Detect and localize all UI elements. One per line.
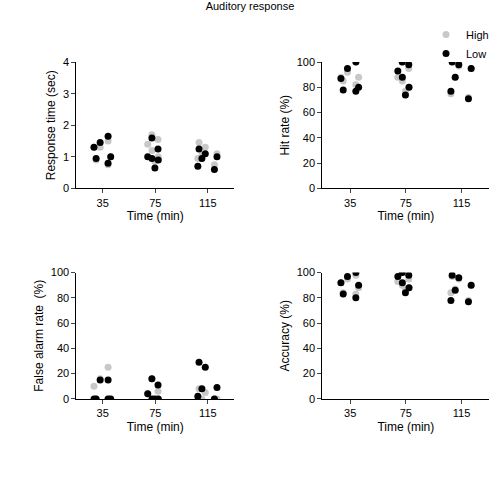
svg-text:115: 115 (453, 197, 471, 209)
svg-text:0: 0 (63, 393, 69, 405)
svg-text:Time (min): Time (min) (127, 420, 184, 434)
svg-text:100: 100 (51, 266, 69, 278)
svg-text:20: 20 (303, 157, 315, 169)
svg-text:Accuracy (%): Accuracy (%) (278, 300, 292, 371)
svg-text:1: 1 (63, 151, 69, 163)
svg-text:80: 80 (303, 292, 315, 304)
svg-text:40: 40 (57, 342, 69, 354)
svg-text:40: 40 (303, 342, 315, 354)
svg-text:60: 60 (303, 317, 315, 329)
svg-text:Time (min): Time (min) (377, 420, 434, 434)
svg-text:3: 3 (63, 88, 69, 100)
svg-text:20: 20 (303, 367, 315, 379)
svg-text:75: 75 (400, 197, 412, 209)
svg-text:2: 2 (63, 119, 69, 131)
svg-text:Auditory response: Auditory response (206, 0, 295, 12)
svg-text:35: 35 (97, 407, 109, 419)
svg-text:100: 100 (297, 56, 315, 68)
svg-text:35: 35 (97, 197, 109, 209)
svg-text:80: 80 (57, 292, 69, 304)
svg-text:High: High (466, 29, 489, 41)
svg-text:35: 35 (344, 197, 356, 209)
svg-text:75: 75 (149, 407, 161, 419)
svg-text:Hit rate (%): Hit rate (%) (278, 95, 292, 156)
svg-text:20: 20 (57, 367, 69, 379)
svg-text:35: 35 (344, 407, 356, 419)
svg-text:60: 60 (303, 106, 315, 118)
svg-text:Time (min): Time (min) (377, 209, 434, 223)
svg-text:75: 75 (149, 197, 161, 209)
svg-text:115: 115 (199, 407, 217, 419)
svg-text:0: 0 (63, 182, 69, 194)
svg-text:75: 75 (400, 407, 412, 419)
svg-text:60: 60 (57, 317, 69, 329)
svg-text:4: 4 (63, 56, 69, 68)
svg-text:Response time (sec): Response time (sec) (44, 70, 58, 180)
svg-text:Time (min): Time (min) (127, 209, 184, 223)
svg-text:0: 0 (309, 393, 315, 405)
svg-text:100: 100 (297, 266, 315, 278)
svg-text:80: 80 (303, 81, 315, 93)
svg-text:115: 115 (199, 197, 217, 209)
svg-text:Low: Low (466, 48, 486, 60)
svg-text:40: 40 (303, 132, 315, 144)
svg-text:0: 0 (309, 182, 315, 194)
svg-text:False alarm rate (%): False alarm rate (%) (32, 280, 46, 392)
svg-text:115: 115 (453, 407, 471, 419)
